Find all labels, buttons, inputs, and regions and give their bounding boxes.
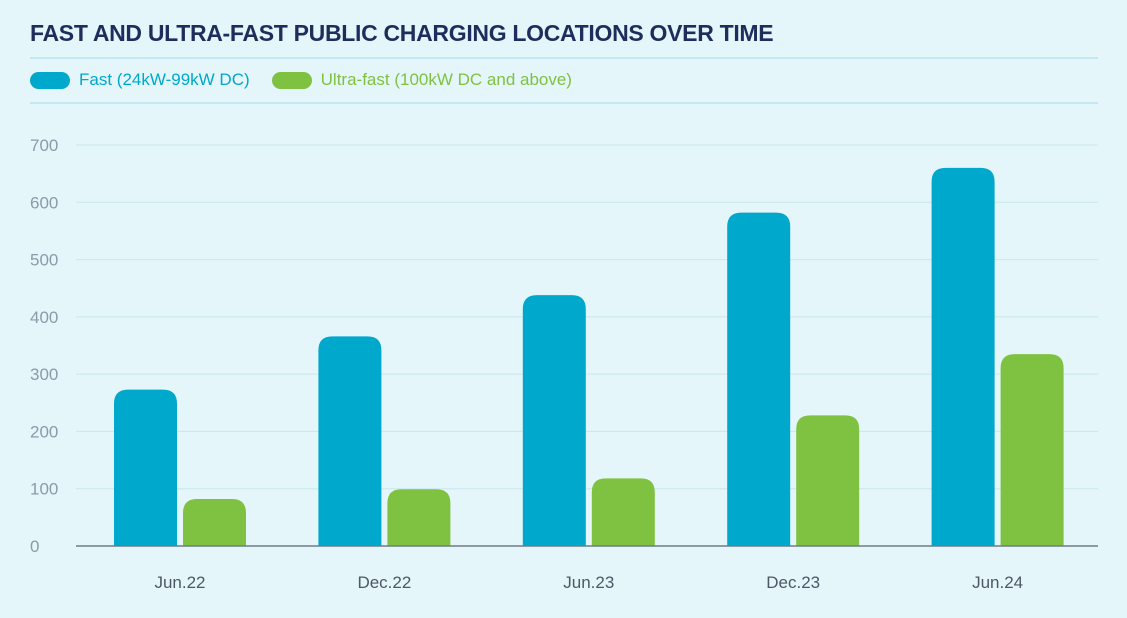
bar-ultra-fast-4 [1000, 354, 1064, 546]
x-tick-label-0: Jun.22 [154, 573, 205, 592]
y-tick-label-200: 200 [30, 422, 58, 441]
legend-swatch-ultra-fast [271, 71, 312, 89]
x-tick-label-4: Jun.24 [972, 573, 1023, 592]
bar-fast-0 [114, 389, 177, 546]
bar-ultra-fast-1 [387, 489, 451, 546]
bar-fast-3 [727, 212, 791, 546]
chart-title: FAST AND ULTRA-FAST PUBLIC CHARGING LOCA… [30, 20, 774, 46]
legend-label-ultra-fast: Ultra-fast (100kW DC and above) [320, 70, 572, 89]
bar-fast-1 [318, 336, 382, 546]
legend-item-fast: Fast (24kW-99kW DC) [30, 70, 250, 90]
legend-label-fast: Fast (24kW-99kW DC) [79, 70, 250, 89]
y-tick-label-500: 500 [30, 251, 58, 270]
legend-item-ultra-fast: Ultra-fast (100kW DC and above) [271, 70, 572, 90]
legend: Fast (24kW-99kW DC) Ultra-fast (100kW DC… [30, 66, 594, 94]
y-tick-label-600: 600 [30, 193, 58, 212]
bar-fast-2 [522, 295, 586, 546]
bar-fast-4 [931, 167, 995, 546]
x-tick-label-1: Dec.22 [357, 573, 411, 592]
bar-ultra-fast-3 [796, 415, 860, 546]
x-tick-label-3: Dec.23 [766, 573, 820, 592]
legend-swatch-fast [30, 71, 70, 89]
legend-divider [30, 102, 1098, 104]
y-tick-label-700: 700 [30, 136, 58, 155]
y-tick-label-300: 300 [30, 365, 58, 384]
title-divider [30, 57, 1098, 59]
y-tick-label-400: 400 [30, 308, 58, 327]
bar-ultra-fast-0 [183, 499, 246, 546]
bar-ultra-fast-2 [591, 478, 655, 546]
x-tick-label-2: Jun.23 [563, 573, 614, 592]
y-tick-label-100: 100 [30, 480, 58, 499]
y-tick-label-0: 0 [30, 537, 39, 556]
